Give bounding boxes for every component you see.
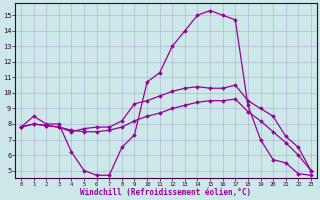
X-axis label: Windchill (Refroidissement éolien,°C): Windchill (Refroidissement éolien,°C): [80, 188, 252, 197]
